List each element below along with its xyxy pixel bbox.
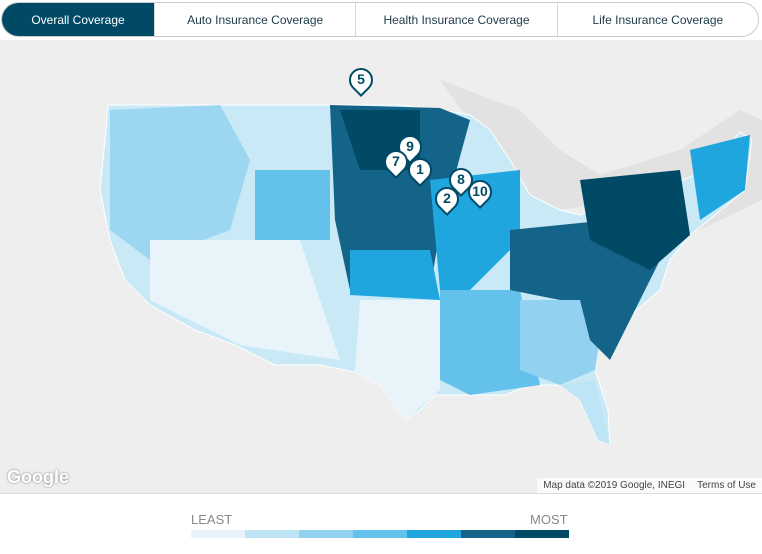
- marker-rank: 8: [457, 171, 465, 187]
- legend-most-label: MOST: [530, 512, 568, 527]
- legend-swatch: [353, 530, 407, 538]
- legend-swatch: [461, 530, 515, 538]
- coverage-tabs: Overall Coverage Auto Insurance Coverage…: [1, 2, 759, 37]
- map-marker[interactable]: 5: [344, 63, 378, 102]
- tab-overall-coverage[interactable]: Overall Coverage: [2, 3, 154, 36]
- marker-rank: 9: [406, 138, 414, 154]
- google-logo: Google: [7, 467, 69, 487]
- legend-least-label: LEAST: [191, 512, 233, 527]
- tab-auto-insurance-coverage[interactable]: Auto Insurance Coverage: [154, 3, 355, 36]
- legend-swatch: [407, 530, 461, 538]
- legend-color-scale: [191, 530, 569, 538]
- tab-health-insurance-coverage[interactable]: Health Insurance Coverage: [355, 3, 556, 36]
- legend-swatch: [515, 530, 569, 538]
- terms-of-use-link[interactable]: Terms of Use: [697, 480, 756, 491]
- legend-swatch: [299, 530, 353, 538]
- legend-swatch: [191, 530, 245, 538]
- map-marker[interactable]: 2: [430, 182, 464, 221]
- coverage-map[interactable]: Google Map data ©2019 Google, INEGI Term…: [0, 40, 762, 493]
- map-legend: LEAST MOST: [0, 493, 762, 554]
- map-marker[interactable]: 8: [444, 163, 478, 202]
- marker-rank: 2: [443, 190, 451, 206]
- us-choropleth: [0, 40, 762, 493]
- map-marker[interactable]: 1: [403, 153, 437, 192]
- legend-swatch: [245, 530, 299, 538]
- map-marker[interactable]: 10: [463, 175, 497, 214]
- marker-rank: 10: [472, 183, 488, 199]
- tab-life-insurance-coverage[interactable]: Life Insurance Coverage: [556, 3, 758, 36]
- marker-rank: 5: [357, 71, 365, 87]
- map-marker[interactable]: 7: [379, 145, 413, 184]
- map-attribution: Map data ©2019 Google, INEGI Terms of Us…: [537, 478, 762, 493]
- marker-rank: 1: [416, 161, 424, 177]
- map-marker[interactable]: 9: [393, 130, 427, 169]
- map-data-credit: Map data ©2019 Google, INEGI: [543, 480, 686, 491]
- marker-rank: 7: [392, 153, 400, 169]
